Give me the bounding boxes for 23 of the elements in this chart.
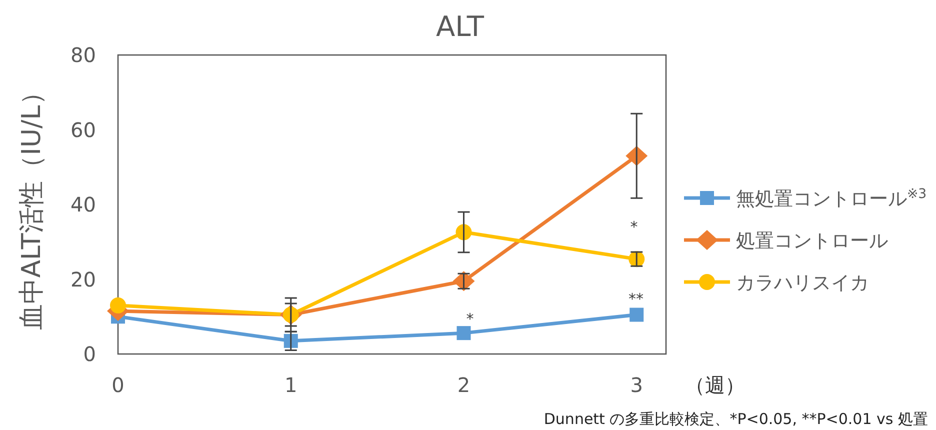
annotation: * bbox=[630, 218, 638, 236]
y-tick-label: 40 bbox=[70, 192, 96, 216]
point bbox=[110, 297, 126, 314]
x-tick-label: 1 bbox=[284, 373, 298, 397]
annotation: ** bbox=[628, 290, 644, 308]
y-tick-label: 20 bbox=[70, 267, 96, 292]
point bbox=[452, 271, 475, 292]
x-tick-label: 0 bbox=[112, 373, 124, 397]
x-tick-label: 3 bbox=[630, 373, 643, 397]
y-axis-title: 血中ALT活性（IU/L） bbox=[17, 79, 47, 330]
y-tick-label: 60 bbox=[70, 118, 96, 142]
point bbox=[456, 326, 471, 340]
chart-title: ALT bbox=[436, 10, 485, 43]
annotation: * bbox=[466, 310, 474, 328]
text: Dunnett の多重比較検定、*P<0.05, **P<0.01 vs 処置 bbox=[544, 410, 928, 428]
point bbox=[630, 308, 644, 322]
x-tick-label: 2 bbox=[457, 373, 470, 397]
legend-label: 無処置コントロール$^{※3}$ bbox=[736, 186, 927, 210]
x-axis-title: （週） bbox=[685, 373, 745, 397]
y-tick-label: 0 bbox=[83, 342, 96, 366]
legend-label: 処置コントロール bbox=[736, 230, 888, 252]
legend-label: カラハリスイカ bbox=[736, 272, 869, 294]
y-tick-label: 80 bbox=[70, 43, 96, 67]
